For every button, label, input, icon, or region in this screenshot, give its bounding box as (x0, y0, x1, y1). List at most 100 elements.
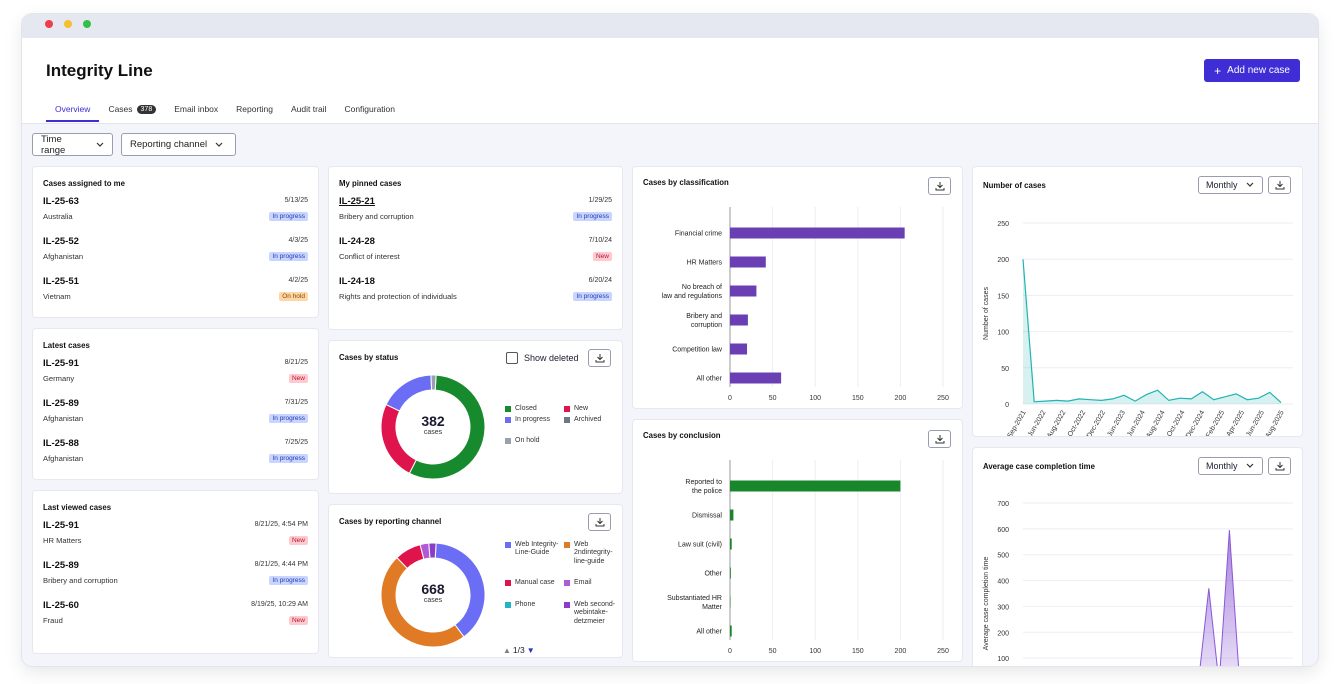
case-date: 4/2/25 (288, 277, 308, 284)
case-row[interactable]: IL-25-51 4/2/25 Vietnam On hold (43, 276, 308, 306)
bar[interactable] (730, 480, 901, 492)
case-id[interactable]: IL-25-21 (339, 196, 375, 207)
bar[interactable] (730, 625, 732, 637)
bar[interactable] (730, 596, 731, 608)
legend-label: In progress (515, 416, 551, 423)
case-category: HR Matters (43, 536, 82, 545)
bar[interactable] (730, 509, 734, 521)
pager-down-icon[interactable]: ▼ (526, 645, 535, 655)
case-date: 6/20/24 (588, 277, 612, 284)
case-id[interactable]: IL-25-51 (43, 276, 79, 287)
status-donut-center: 382 cases (373, 413, 493, 436)
case-id[interactable]: IL-25-60 (43, 600, 79, 611)
download-icon (1275, 181, 1284, 190)
status-badge: In progress (269, 414, 308, 423)
case-id[interactable]: IL-25-88 (43, 438, 79, 449)
x-tick-label: Jun-2025 (1245, 409, 1266, 436)
completion-line[interactable] (1023, 530, 1281, 666)
minimize-window-dot[interactable] (64, 20, 72, 28)
case-category: Rights and protection of individuals (339, 292, 457, 301)
download-button[interactable] (928, 177, 951, 195)
status-donut-chart (380, 374, 486, 480)
status-badge: In progress (573, 212, 612, 221)
case-row[interactable]: IL-25-63 5/13/25 Australia In progress (43, 196, 308, 226)
bar[interactable] (730, 567, 731, 579)
case-row[interactable]: IL-25-21 1/29/25 Bribery and corruption In … (339, 196, 612, 226)
legend-swatch (564, 417, 570, 423)
download-button[interactable] (1268, 176, 1291, 194)
case-id[interactable]: IL-24-18 (339, 276, 375, 287)
x-tick-label: 100 (809, 648, 821, 655)
donut-slice[interactable] (380, 556, 465, 648)
bar[interactable] (730, 343, 748, 355)
x-tick-label: Aug-2025 (1264, 409, 1285, 436)
legend-item: Web 2ndintegrity-line-guide (564, 541, 622, 566)
bar[interactable] (730, 227, 905, 239)
y-tick-label: 300 (997, 604, 1009, 611)
case-row[interactable]: IL-25-60 8/19/25, 10:29 AM Fraud New (43, 600, 308, 630)
tab-overview[interactable]: Overview (46, 104, 100, 122)
add-new-case-button[interactable]: + Add new case (1204, 59, 1300, 82)
period-select[interactable]: Monthly (1198, 457, 1263, 475)
cases-line[interactable] (1022, 259, 1282, 404)
period-select[interactable]: Monthly (1198, 176, 1263, 194)
pager-up-icon[interactable]: ▲ (503, 645, 511, 655)
tab-reporting[interactable]: Reporting (227, 104, 282, 121)
bar[interactable] (730, 256, 766, 268)
reporting-channel-filter[interactable]: Reporting channel (121, 133, 236, 156)
x-tick-label: Dec-2024 (1185, 409, 1206, 436)
maximize-window-dot[interactable] (83, 20, 91, 28)
case-id[interactable]: IL-25-91 (43, 520, 79, 531)
page-header: Integrity Line + Add new case Overview C… (22, 38, 1318, 124)
time-range-filter[interactable]: Time range (32, 133, 113, 156)
completion-time-area-chart: 0100200300400500600700Average case compl… (983, 501, 1293, 666)
case-row[interactable]: IL-25-91 8/21/25, 4:54 PM HR Matters New (43, 520, 308, 550)
case-id[interactable]: IL-24-28 (339, 236, 375, 247)
case-row[interactable]: IL-24-28 7/10/24 Conflict of interest New (339, 236, 612, 266)
download-button[interactable] (588, 513, 611, 531)
average-completion-card: Average case completion time Monthly 010… (973, 448, 1302, 666)
case-id[interactable]: IL-25-89 (43, 560, 79, 571)
status-unit: cases (423, 429, 443, 436)
download-button[interactable] (928, 430, 951, 448)
bar[interactable] (730, 285, 757, 297)
case-id[interactable]: IL-25-52 (43, 236, 79, 247)
tab-email-inbox[interactable]: Email inbox (165, 104, 227, 121)
bar[interactable] (730, 372, 782, 384)
case-row[interactable]: IL-25-88 7/25/25 Afghanistan In progress (43, 438, 308, 468)
channel-legend: Web Integrity-Line-Guide Web 2ndintegrit… (505, 541, 622, 641)
tab-configuration[interactable]: Configuration (335, 104, 404, 121)
case-id[interactable]: IL-25-91 (43, 358, 79, 369)
case-row[interactable]: IL-25-52 4/3/25 Afghanistan In progress (43, 236, 308, 266)
download-button[interactable] (588, 349, 611, 367)
case-row[interactable]: IL-25-89 8/21/25, 4:44 PM Bribery and corr… (43, 560, 308, 590)
case-id[interactable]: IL-25-63 (43, 196, 79, 207)
bar[interactable] (730, 538, 732, 550)
donut-slice[interactable] (408, 374, 486, 480)
case-id[interactable]: IL-25-89 (43, 398, 79, 409)
download-icon (1275, 462, 1284, 471)
y-tick-label: 0 (1005, 402, 1009, 409)
cases-assigned-card: Cases assigned to me IL-25-63 5/13/25 Aust… (33, 167, 318, 317)
case-row[interactable]: IL-25-89 7/31/25 Afghanistan In progress (43, 398, 308, 428)
case-row[interactable]: IL-25-91 8/21/25 Germany New (43, 358, 308, 388)
legend-item: Archived (564, 416, 601, 424)
donut-slice[interactable] (430, 374, 437, 391)
donut-slice[interactable] (428, 542, 437, 559)
case-date: 8/21/25 (284, 359, 308, 366)
tab-cases[interactable]: Cases 378 (99, 104, 165, 121)
show-deleted-toggle[interactable]: Show deleted (506, 352, 579, 364)
donut-slice[interactable] (385, 374, 433, 412)
card-title: Cases assigned to me (43, 179, 125, 188)
chevron-down-icon (1246, 182, 1253, 187)
show-deleted-checkbox[interactable] (506, 352, 518, 364)
close-window-dot[interactable] (45, 20, 53, 28)
bar[interactable] (730, 314, 748, 326)
case-row[interactable]: IL-24-18 6/20/24 Rights and protection of … (339, 276, 612, 306)
legend-label: Email (574, 579, 592, 586)
tab-audit-trail[interactable]: Audit trail (282, 104, 335, 121)
download-button[interactable] (1268, 457, 1291, 475)
card-title: Cases by classification (643, 178, 729, 187)
legend-swatch (505, 580, 511, 586)
legend-swatch (564, 580, 570, 586)
